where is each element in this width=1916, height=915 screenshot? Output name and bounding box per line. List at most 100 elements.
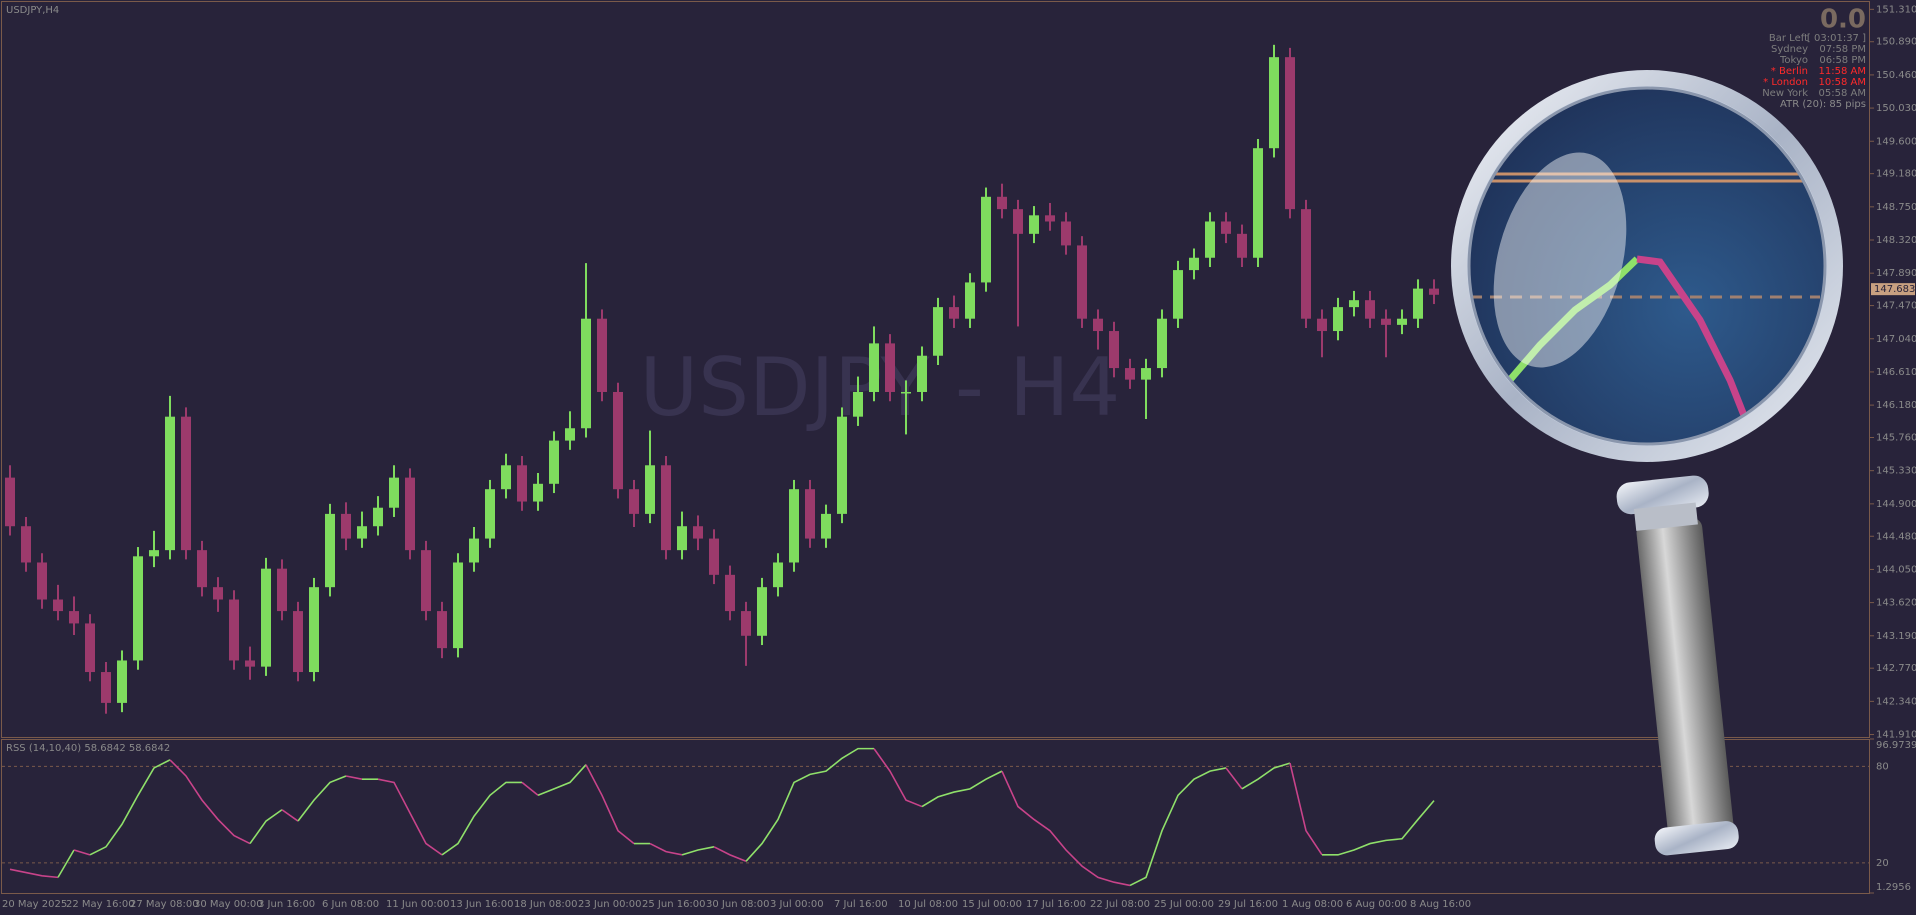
- indicator-line: [1129, 767, 1227, 887]
- candle-body: [1141, 368, 1151, 380]
- candle-body: [69, 611, 79, 624]
- x-tick-label: 22 May 16:00: [66, 899, 135, 910]
- info-value: 06:58 PM: [1819, 55, 1866, 66]
- y-tick-label: 144.050: [1876, 564, 1916, 575]
- y-tick-label: 20: [1876, 858, 1889, 869]
- candle-body: [5, 477, 15, 527]
- candle-body: [293, 611, 303, 673]
- info-value: 10:58 AM: [1819, 77, 1866, 88]
- candle-body: [965, 282, 975, 319]
- indicator-line: [1225, 767, 1243, 790]
- symbol-label: USDJPY,H4: [6, 5, 59, 16]
- indicator-line: [521, 781, 539, 796]
- candle-body: [549, 440, 559, 484]
- candle-body: [101, 672, 111, 703]
- candle-body: [1093, 318, 1103, 332]
- candle-body: [1317, 318, 1327, 332]
- handle-cap: [1654, 821, 1739, 856]
- candle-body: [213, 587, 223, 600]
- candle-body: [1045, 215, 1055, 222]
- lens-glass: [1469, 88, 1825, 444]
- current-price-label: 147.683: [1874, 284, 1915, 295]
- x-tick-label: 30 May 00:00: [194, 899, 263, 910]
- candle-body: [693, 526, 703, 539]
- indicator-line: [1289, 762, 1323, 856]
- x-tick-label: 18 Jun 08:00: [514, 899, 578, 910]
- info-value: [ 03:01:37 ]: [1807, 33, 1866, 44]
- candle-body: [661, 465, 671, 551]
- x-tick-label: 22 Jul 08:00: [1090, 899, 1150, 910]
- candle-body: [773, 562, 783, 588]
- candle-body: [261, 568, 271, 667]
- y-tick-label: 145.330: [1876, 466, 1916, 477]
- candle-body: [245, 660, 255, 667]
- indicator-line: [745, 747, 874, 862]
- zoom-curve: [1506, 256, 1640, 384]
- candle-body: [469, 538, 479, 563]
- magnifier: [1451, 70, 1843, 856]
- lens-edge: [1467, 86, 1827, 446]
- indicator-line: [921, 770, 1003, 808]
- candle-body: [1429, 288, 1439, 295]
- y-tick-label: 146.610: [1876, 367, 1916, 378]
- candle-body: [981, 196, 991, 283]
- candle-body: [21, 526, 31, 563]
- x-tick-label: 3 Jul 00:00: [770, 899, 824, 910]
- candle-body: [1061, 221, 1071, 246]
- candle-body: [1301, 209, 1311, 319]
- x-tick-label: 10 Jul 08:00: [898, 899, 958, 910]
- candle-body: [1349, 300, 1359, 308]
- indicator-line: [297, 775, 347, 822]
- candle-body: [565, 428, 575, 441]
- indicator-line: [1322, 800, 1435, 856]
- current-price-box: [1871, 283, 1915, 296]
- info-label: * London: [1763, 77, 1808, 88]
- candle-body: [805, 489, 815, 539]
- candle-body: [885, 343, 895, 392]
- indicator-line: [57, 849, 75, 878]
- candle-body: [1413, 288, 1423, 319]
- indicator-line: [89, 759, 171, 856]
- indicator-line: [1001, 770, 1131, 887]
- indicator-line: [281, 809, 299, 822]
- indicator-line: [649, 842, 683, 856]
- indicator-line: [249, 809, 283, 845]
- x-tick-label: 15 Jul 00:00: [962, 899, 1022, 910]
- candle-body: [389, 477, 399, 508]
- candle-body: [85, 623, 95, 673]
- info-label: Sydney: [1771, 44, 1808, 55]
- info-title: 0.0: [1820, 5, 1866, 35]
- y-tick-label: 141.910: [1876, 730, 1916, 741]
- x-tick-label: 23 Jun 00:00: [578, 899, 642, 910]
- candle-body: [341, 513, 351, 539]
- candle-body: [997, 196, 1007, 210]
- y-tick-label: 147.890: [1876, 268, 1916, 279]
- candle-body: [53, 599, 63, 612]
- candle-body: [677, 526, 687, 551]
- candle-body: [437, 611, 447, 649]
- candle-body: [933, 307, 943, 356]
- candle-body: [1397, 318, 1407, 325]
- zoom-curve: [1636, 255, 1749, 420]
- info-label: * Berlin: [1771, 66, 1808, 77]
- candle-body: [1285, 57, 1295, 210]
- candle-body: [133, 556, 143, 661]
- x-tick-label: 30 Jun 08:00: [706, 899, 770, 910]
- candle-body: [485, 489, 495, 539]
- candle-body: [597, 318, 607, 392]
- candle-body: [901, 391, 911, 394]
- y-tick-label: 150.030: [1876, 103, 1916, 114]
- candle-body: [789, 489, 799, 563]
- y-tick-label: 150.460: [1876, 70, 1916, 81]
- candle-body: [149, 550, 159, 557]
- x-tick-label: 8 Aug 16:00: [1410, 899, 1471, 910]
- indicator-line: [345, 775, 363, 780]
- candle-body: [517, 465, 527, 502]
- candle-body: [581, 318, 591, 429]
- indicator-line: [585, 764, 635, 845]
- x-tick-label: 25 Jul 00:00: [1154, 899, 1214, 910]
- candle-body: [357, 526, 367, 539]
- candle-body: [1013, 209, 1023, 234]
- info-value: 11:58 AM: [1819, 66, 1866, 77]
- indicator-line: [873, 748, 923, 808]
